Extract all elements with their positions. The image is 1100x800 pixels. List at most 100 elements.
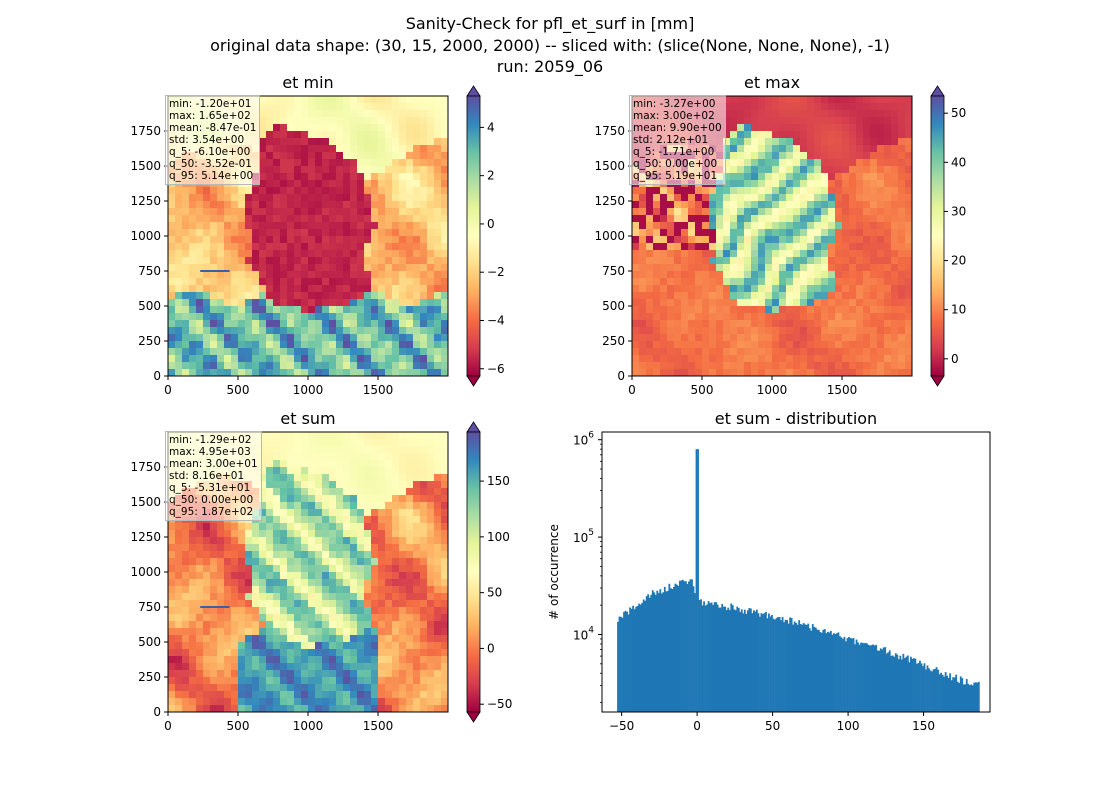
heatmap-cell [392,481,400,489]
heatmap-cell [182,348,190,356]
y-tick-label: 250 [138,334,161,348]
heatmap-cell [385,705,393,712]
heatmap-cell [434,698,442,706]
heatmap-cell [441,369,448,376]
heatmap-cell [828,166,836,174]
heatmap-cell [385,516,393,524]
heatmap-cell [779,145,787,153]
heatmap-cell [744,166,752,174]
heatmap-cell [252,285,260,293]
heatmap-cell [385,229,393,237]
heatmap-cell [371,453,379,461]
heatmap-cell [182,327,190,335]
heatmap-cell [779,257,787,265]
heatmap-cell [427,250,435,258]
heatmap-cell [280,670,288,678]
heatmap-cell [667,285,675,293]
heatmap-cell [420,243,428,251]
heatmap-cell [350,201,358,209]
heatmap-cell [301,348,309,356]
heatmap-cell [371,131,379,139]
heatmap-cell [308,124,316,132]
heatmap-cell [646,271,654,279]
heatmap-cell [252,369,260,376]
heatmap-cell [898,362,906,370]
heatmap-cell [905,166,912,174]
heatmap-cell [392,495,400,503]
heatmap-cell [639,292,647,300]
heatmap-cell [273,586,281,594]
heatmap-cell [765,341,773,349]
heatmap-cell [378,236,386,244]
heatmap-cell [730,257,738,265]
heatmap-cell [378,523,386,531]
heatmap-cell [392,600,400,608]
heatmap-cell [371,110,379,118]
heatmap-cell [301,432,309,440]
heatmap-cell [378,635,386,643]
heatmap-cell [814,341,822,349]
heatmap-cell [891,152,899,160]
heatmap-cell [231,621,239,629]
heatmap-cell [217,348,225,356]
heatmap-cell [420,131,428,139]
heatmap-cell [357,103,365,111]
heatmap-cell [280,642,288,650]
heatmap-cell [245,656,253,664]
heatmap-cell [898,243,906,251]
heatmap-cell [392,299,400,307]
heatmap-cell [329,306,337,314]
heatmap-cell [674,313,682,321]
heatmap-cell [350,488,358,496]
heatmap-cell [786,313,794,321]
heatmap-cell [385,453,393,461]
heatmap-cell [259,439,267,447]
heatmap-cell [378,691,386,699]
heatmap-cell [406,173,414,181]
heatmap-cell [189,187,197,195]
heatmap-cell [385,166,393,174]
heatmap-cell [828,341,836,349]
heatmap-cell [350,551,358,559]
heatmap-cell [189,306,197,314]
heatmap-cell [807,271,815,279]
heatmap-cell [870,299,878,307]
heatmap-cell [196,236,204,244]
heatmap-cell [406,446,414,454]
heatmap-cell [427,131,435,139]
heatmap-cell [364,194,372,202]
heatmap-cell [849,180,857,188]
heatmap-cell [856,180,864,188]
heatmap-cell [266,208,274,216]
heatmap-cell [301,635,309,643]
heatmap-cell [196,607,204,615]
heatmap-cell [210,593,218,601]
heatmap-cell [210,187,218,195]
heatmap-cell [231,565,239,573]
heatmap-cell [427,327,435,335]
heatmap-cell [660,334,668,342]
heatmap-cell [329,544,337,552]
heatmap-cell [336,586,344,594]
heatmap-cell [772,369,780,376]
heatmap-cell [273,565,281,573]
heatmap-cell [378,208,386,216]
heatmap-cell [653,369,661,376]
heatmap-cell [266,551,274,559]
heatmap-cell [210,264,218,272]
heatmap-cell [807,285,815,293]
heatmap-cell [245,243,253,251]
heatmap-cell [357,467,365,475]
heatmap-cell [709,257,717,265]
heatmap-cell [392,236,400,244]
heatmap-cell [814,180,822,188]
heatmap-cell [238,600,246,608]
histogram-bar [694,593,696,712]
heatmap-cell [357,180,365,188]
heatmap-cell [210,656,218,664]
heatmap-cell [245,355,253,363]
heatmap-cell [793,124,801,132]
heatmap-cell [821,250,829,258]
heatmap-cell [371,460,379,468]
heatmap-cell [231,642,239,650]
